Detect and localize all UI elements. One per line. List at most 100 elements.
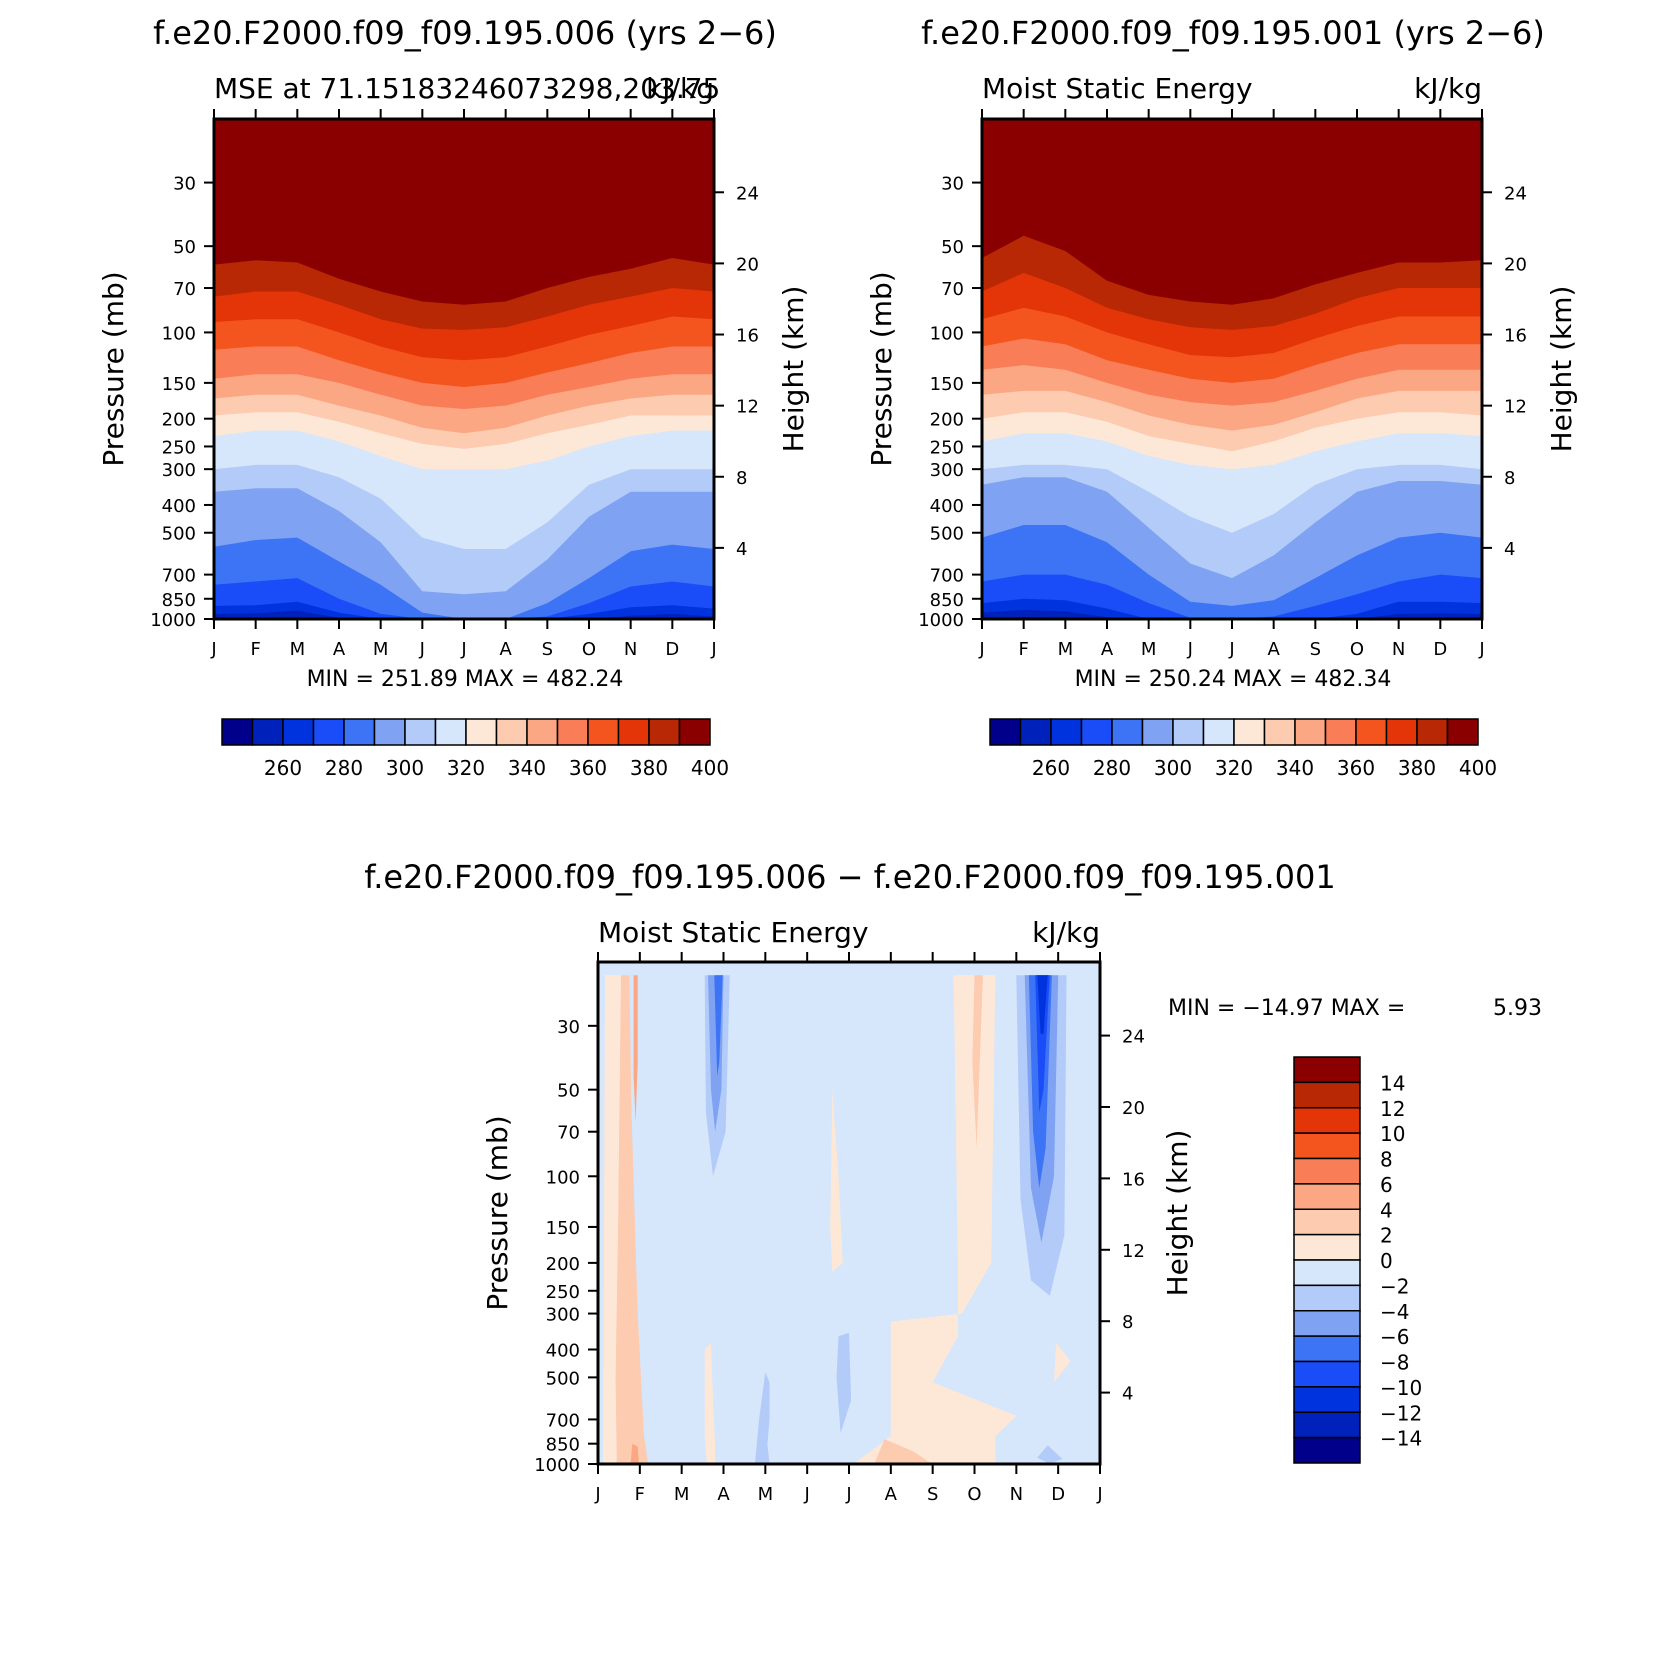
diff-x-tick-label: A [885,1484,898,1505]
diff-region--4--2 [1037,1445,1063,1464]
diff-colorbar-swatch [1293,1056,1361,1084]
control-pressure-tick-label: 300 [930,460,964,481]
diff-colorbar-swatch [1293,1132,1361,1160]
diff-height-tick-label: 24 [1122,1027,1145,1048]
diff-pressure-label: Pressure (mb) [481,1115,514,1310]
control-height-tick-label: 20 [1504,254,1527,275]
control-colorbar-label: 380 [1398,756,1436,780]
diff-x-tick-label: J [1096,1484,1102,1505]
diff-colorbar-swatch [1293,1436,1361,1464]
control-pressure-tick-label: 70 [941,279,964,300]
control-x-tick-label: F [1018,639,1028,660]
diff-colorbar-label: 8 [1380,1148,1393,1172]
diff-region-0-2 [830,1089,843,1272]
test-colorbar-swatch [617,718,650,746]
test-colorbar-swatch [495,718,528,746]
control-x-tick-label: M [1058,639,1074,660]
diff-x-tick-label: A [717,1484,730,1505]
diff-region-0-2 [1054,1343,1071,1383]
control-pressure-tick-label: 1000 [918,610,964,631]
diff-pressure-tick-label: 150 [546,1218,580,1239]
control-height-label: Height (km) [1545,286,1578,453]
control-colorbar-swatch [1233,718,1266,746]
diff-colorbar-swatch [1293,1386,1361,1413]
diff-contour-fills [598,962,1100,1464]
diff-colorbar-swatch [1293,1081,1361,1109]
control-colorbar-swatch [1263,718,1296,746]
control-colorbar-swatch [1202,718,1235,746]
control-colorbar-swatch [1019,718,1052,746]
test-panel: f.e20.F2000.f09_f09.195.006 (yrs 2−6) MS… [97,14,810,780]
diff-pressure-tick-label: 50 [557,1081,580,1102]
test-band-270-280 [214,601,714,619]
test-colorbar-label: 280 [325,756,363,780]
control-pressure-tick-label: 150 [930,374,964,395]
test-x-tick-label: M [290,639,306,660]
diff-x-tick-label: O [967,1484,981,1505]
control-x-tick-label: A [1101,639,1114,660]
test-pressure-tick-label: 850 [162,590,196,611]
diff-colorbar-swatch [1293,1259,1361,1287]
diff-region-2-4 [972,975,983,1149]
test-colorbar-swatch [648,718,681,746]
control-colorbar-swatch [1050,718,1083,746]
control-pressure-tick-label: 200 [930,410,964,431]
diff-x-tick-label: S [927,1484,938,1505]
diff-height-tick-label: 20 [1122,1098,1145,1119]
test-x-tick-label: A [333,639,346,660]
diff-colorbar-label: −12 [1380,1401,1422,1425]
control-height-tick-label: 12 [1504,397,1527,418]
control-right-string: kJ/kg [1414,72,1482,105]
control-pressure-tick-label: 50 [941,237,964,258]
diff-x-tick-label: J [845,1484,851,1505]
diff-colorbar-swatch [1293,1183,1361,1210]
diff-colorbar-label: −4 [1380,1300,1409,1324]
test-colorbar: 260 280 300 320 340 360 380 400 [221,718,729,780]
test-pressure-label: Pressure (mb) [97,271,130,466]
diff-x-tick-label: D [1051,1484,1065,1505]
diff-colorbar-label: 0 [1380,1249,1393,1273]
control-colorbar-swatch [1080,718,1113,746]
test-x-tick-label: D [665,639,679,660]
test-pressure-tick-label: 250 [162,437,196,458]
test-height-tick-label: 12 [736,397,759,418]
control-height-tick-label: 16 [1504,326,1527,347]
test-colorbar-swatch [465,718,498,746]
diff-height-tick-label: 4 [1122,1384,1133,1405]
diff-x-tick-label: N [1010,1484,1023,1505]
test-x-tick-label: M [373,639,389,660]
test-colorbar-label: 360 [569,756,607,780]
test-colorbar-swatch [282,718,315,746]
diff-pressure-tick-label: 850 [546,1435,580,1456]
diff-colorbar-label: −14 [1380,1427,1422,1451]
test-height-tick-label: 24 [736,183,759,204]
control-x-tick-label: A [1268,639,1281,660]
test-band-280-290 [214,578,714,619]
test-pressure-tick-label: 500 [162,524,196,545]
diff-region-0-2 [704,1343,716,1464]
diff-colorbar-label: −2 [1380,1274,1409,1298]
test-pressure-tick-label: 300 [162,460,196,481]
test-colorbar-swatch [343,718,376,746]
diff-pressure-tick-label: 100 [546,1167,580,1188]
test-band-290-300 [214,537,714,619]
difference-panel: f.e20.F2000.f09_f09.195.006 − f.e20.F200… [364,858,1542,1505]
diff-max-value: 5.93 [1493,996,1542,1021]
diff-colorbar-swatch [1293,1208,1361,1236]
control-colorbar-swatch [1111,718,1144,746]
test-colorbar-swatch [221,718,254,746]
control-panel: f.e20.F2000.f09_f09.195.001 (yrs 2−6) Mo… [865,14,1578,780]
test-height-tick-label: 8 [736,468,747,489]
diff-pressure-tick-label: 400 [546,1341,580,1362]
diff-colorbar-label: 2 [1380,1224,1393,1248]
diff-pressure-tick-label: 200 [546,1254,580,1275]
test-contour-fills [214,119,714,619]
diff-x-tick-label: J [594,1484,600,1505]
test-pressure-tick-label: 150 [162,374,196,395]
diff-pressure-tick-label: 70 [557,1123,580,1144]
diff-left-string: Moist Static Energy [598,916,869,949]
control-colorbar-swatch [1385,718,1418,746]
test-colorbar-swatch [434,718,467,746]
diff-height-label: Height (km) [1161,1130,1194,1297]
